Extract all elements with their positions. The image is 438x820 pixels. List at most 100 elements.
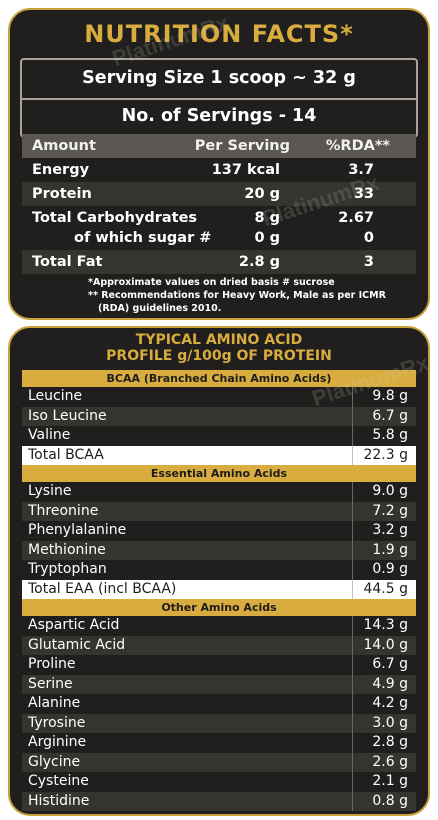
amino-acid-panel: TYPICAL AMINO ACID PROFILE g/100g OF PRO… [8, 326, 430, 816]
column-divider [352, 579, 353, 599]
amino-name: Glycine [28, 753, 81, 770]
amino-name: Serine [28, 675, 73, 692]
nutrient-per-serving: 2.8 g [238, 254, 280, 270]
amino-name: Arginine [28, 734, 87, 750]
nutrition-row: Total Fat 2.8 g 3 [22, 250, 416, 274]
nutrient-name: Protein [32, 186, 92, 202]
amino-row: Arginine 2.8 g [22, 733, 416, 753]
nutrition-facts-title: NUTRITION FACTS* [84, 20, 354, 48]
column-divider [352, 445, 353, 465]
footnote-approx: *Approximate values on dried basis # suc… [88, 277, 335, 288]
serving-info-box: Serving Size 1 scoop ~ 32 g No. of Servi… [20, 58, 418, 138]
footnote-rda: ** Recommendations for Heavy Work, Male … [88, 290, 386, 314]
column-divider [352, 752, 353, 772]
amino-row: Methionine 1.9 g [22, 540, 416, 560]
column-divider [352, 540, 353, 560]
amino-name: Phenylalanine [28, 522, 127, 538]
amino-value: 14.3 g [363, 617, 408, 633]
amino-value: 0.9 g [372, 561, 408, 577]
amino-value: 2.1 g [372, 773, 408, 789]
amino-row: Glycine 2.6 g [22, 752, 416, 772]
nutrition-table-header: Amount Per Serving %RDA** [22, 134, 416, 158]
nutrient-name: Total Fat [32, 254, 103, 270]
amino-name: Total BCAA [28, 446, 104, 463]
header-amount: Amount [32, 138, 96, 154]
nutrient-per-serving: 20 g [244, 186, 280, 202]
amino-name: Alanine [28, 695, 81, 711]
header-per-serving: Per Serving [194, 138, 290, 154]
amino-value: 14.0 g [363, 636, 408, 653]
header-rda: %RDA** [325, 138, 390, 154]
column-divider [352, 616, 353, 636]
amino-row: Proline 6.7 g [22, 655, 416, 675]
column-divider [352, 426, 353, 446]
amino-value: 9.8 g [372, 388, 408, 404]
amino-value: 3.2 g [372, 522, 408, 538]
amino-value: 6.7 g [372, 656, 408, 672]
nutrient-name: Total Carbohydrates [32, 210, 198, 226]
amino-row: Alanine 4.2 g [22, 694, 416, 714]
column-divider [352, 733, 353, 753]
column-divider [352, 482, 353, 502]
servings-count: No. of Servings - 14 [121, 106, 317, 126]
amino-row: Iso Leucine 6.7 g [22, 406, 416, 426]
total-eaa-row: Total EAA (incl BCAA) 44.5 g [22, 579, 416, 599]
amino-name: Tyrosine [28, 714, 86, 731]
column-divider [352, 674, 353, 694]
column-divider [352, 560, 353, 580]
amino-row: Aspartic Acid 14.3 g [22, 616, 416, 636]
nutrient-rda: 0 [363, 230, 374, 246]
serving-size: Serving Size 1 scoop ~ 32 g [82, 68, 356, 88]
amino-value: 1.9 g [372, 541, 408, 558]
amino-value: 6.7 g [372, 407, 408, 424]
amino-name: Histidine [28, 792, 90, 809]
amino-value: 2.6 g [372, 753, 408, 770]
amino-value: 2.8 g [372, 734, 408, 750]
amino-value: 5.8 g [372, 427, 408, 443]
nutrition-facts-panel: NUTRITION FACTS* Serving Size 1 scoop ~ … [8, 8, 430, 320]
amino-row: Serine 4.9 g [22, 674, 416, 694]
divider [22, 98, 416, 100]
amino-name: Proline [28, 656, 76, 672]
column-divider [352, 772, 353, 792]
total-bcaa-row: Total BCAA 22.3 g [22, 445, 416, 465]
amino-value: 7.2 g [372, 502, 408, 519]
section-header-bcaa: BCAA (Branched Chain Amino Acids) [22, 370, 416, 387]
nutrition-row: Protein 20 g 33 [22, 182, 416, 206]
amino-name: Valine [28, 427, 71, 443]
amino-name: Threonine [28, 502, 99, 519]
amino-value: 3.0 g [372, 714, 408, 731]
column-divider [352, 521, 353, 541]
column-divider [352, 791, 353, 811]
amino-name: Methionine [28, 541, 106, 558]
amino-value: 4.2 g [372, 695, 408, 711]
nutrient-rda: 3 [363, 254, 374, 270]
nutrition-row: of which sugar # 0 g 0 [22, 230, 416, 250]
amino-row: Threonine 7.2 g [22, 501, 416, 521]
nutrient-name: Energy [32, 162, 90, 178]
amino-row: Lysine 9.0 g [22, 482, 416, 502]
amino-name: Iso Leucine [28, 407, 107, 424]
nutrient-rda: 3.7 [348, 162, 374, 178]
amino-row: Cysteine 2.1 g [22, 772, 416, 792]
column-divider [352, 501, 353, 521]
nutrient-rda: 2.67 [338, 210, 374, 226]
amino-row: Tyrosine 3.0 g [22, 713, 416, 733]
amino-acid-table: BCAA (Branched Chain Amino Acids) Leucin… [22, 370, 416, 811]
nutrient-per-serving: 137 kcal [211, 162, 280, 178]
nutrient-per-serving: 8 g [254, 210, 280, 226]
amino-name: Cysteine [28, 773, 89, 789]
column-divider [352, 635, 353, 655]
column-divider [352, 406, 353, 426]
amino-name: Total EAA (incl BCAA) [28, 580, 177, 597]
amino-value: 22.3 g [363, 446, 408, 463]
amino-value: 4.9 g [372, 675, 408, 692]
section-header-essential: Essential Amino Acids [22, 465, 416, 482]
nutrition-row: Total Carbohydrates 8 g 2.67 [22, 206, 416, 230]
amino-row: Valine 5.8 g [22, 426, 416, 446]
amino-name: Glutamic Acid [28, 636, 126, 653]
column-divider [352, 694, 353, 714]
amino-row: Leucine 9.8 g [22, 387, 416, 407]
column-divider [352, 387, 353, 407]
nutrition-table: Amount Per Serving %RDA** Energy 137 kca… [22, 134, 416, 274]
